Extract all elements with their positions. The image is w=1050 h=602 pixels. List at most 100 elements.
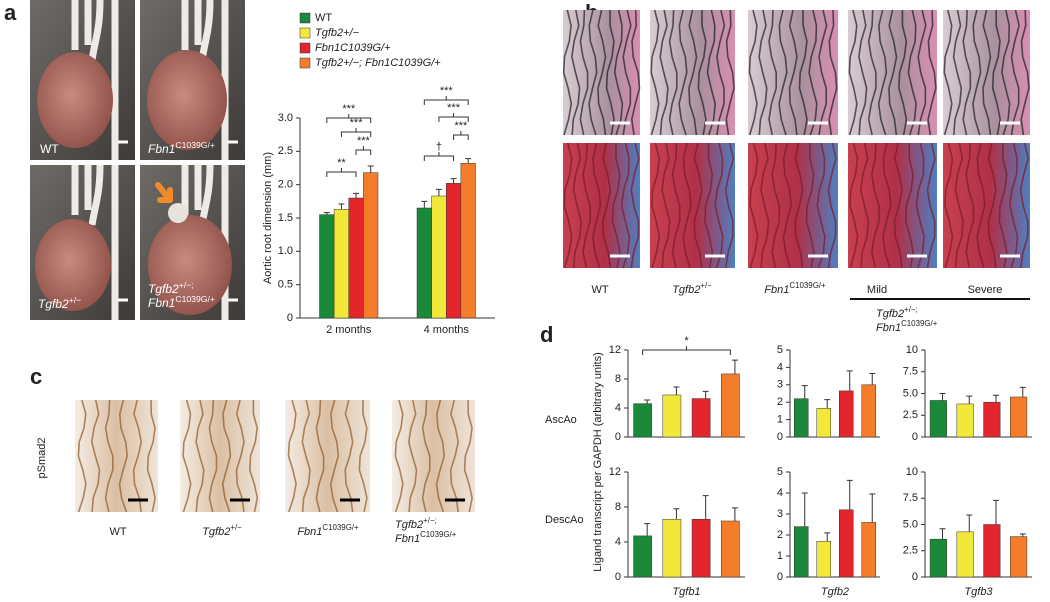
legend-swatch xyxy=(299,12,311,24)
fiber xyxy=(725,9,735,136)
vessel xyxy=(71,0,119,160)
micrograph xyxy=(848,143,937,268)
fiber xyxy=(688,9,698,136)
y-tick-label: 5 xyxy=(777,344,783,356)
error-bar xyxy=(731,359,738,374)
fiber xyxy=(771,142,781,269)
bar xyxy=(794,526,809,578)
fiber xyxy=(724,142,735,269)
micrograph xyxy=(180,400,260,512)
y-tick-label: 1 xyxy=(777,550,783,562)
fiber xyxy=(972,9,982,136)
error-bar xyxy=(421,200,428,208)
fiber xyxy=(816,142,826,269)
genotype-label: WT xyxy=(40,142,59,156)
fiber xyxy=(706,9,717,136)
y-tick-label: 1.5 xyxy=(278,212,293,224)
fiber xyxy=(571,9,581,136)
legend-label: WT xyxy=(315,12,332,24)
fiber xyxy=(588,9,598,136)
error-bar xyxy=(673,508,680,520)
bar xyxy=(861,384,876,438)
bar xyxy=(460,163,476,319)
fiber xyxy=(579,9,589,136)
error-bar xyxy=(824,399,831,409)
genotype-label: Tgfb2+/−; xyxy=(876,305,918,320)
fiber xyxy=(435,399,446,513)
fiber xyxy=(146,399,156,513)
fiber xyxy=(982,9,992,136)
fiber xyxy=(77,399,87,513)
fiber xyxy=(611,142,621,269)
genotype-label: Tgfb2+/−; xyxy=(148,280,194,296)
bar xyxy=(956,531,974,578)
fiber xyxy=(870,142,880,269)
error-bar xyxy=(367,165,374,173)
fiber xyxy=(358,399,368,513)
fiber xyxy=(1020,9,1030,136)
fiber xyxy=(849,142,859,269)
row-label: DescAo xyxy=(545,514,584,526)
x-axis-label: Tgfb2 xyxy=(821,586,849,598)
textures xyxy=(75,9,1030,513)
fiber xyxy=(697,9,707,136)
genotype-superscript: +/− xyxy=(700,281,712,290)
fiber xyxy=(704,142,714,269)
significance-label: * xyxy=(684,335,689,347)
fiber xyxy=(104,399,114,513)
y-tick-label: 2.0 xyxy=(278,179,293,191)
error-bar xyxy=(869,493,876,523)
bar xyxy=(333,209,349,319)
fiber xyxy=(563,142,573,269)
genotype-name: Fbn1 xyxy=(148,296,175,310)
vessel xyxy=(181,0,229,160)
bar xyxy=(348,197,364,319)
fiber xyxy=(582,142,592,269)
error-bar xyxy=(338,203,345,210)
genotype-label: Fbn1C1039G/+ xyxy=(297,523,359,538)
error-bar xyxy=(644,399,651,404)
fiber xyxy=(661,142,671,269)
bar xyxy=(839,509,854,578)
genotype-label: Fbn1C1039G/+ xyxy=(148,294,215,310)
fiber xyxy=(605,9,615,136)
y-tick-label: 5.0 xyxy=(903,518,918,530)
bar xyxy=(721,373,740,438)
micrograph xyxy=(392,400,475,512)
genotype-superscript: +/−; xyxy=(904,305,918,314)
fiber xyxy=(782,142,792,269)
bar xyxy=(794,398,809,438)
y-tick-label: 0 xyxy=(777,431,783,443)
fiber xyxy=(794,142,804,269)
group-label: Mild xyxy=(867,284,887,296)
genotype-superscript: C1039G/+ xyxy=(175,294,215,304)
bar xyxy=(956,403,974,438)
genotype-label: Fbn1C1039G/+ xyxy=(876,319,938,334)
y-tick-label: 4 xyxy=(777,361,783,373)
fiber xyxy=(788,9,798,136)
fiber xyxy=(1010,9,1020,136)
significance-bracket xyxy=(355,146,372,155)
fiber xyxy=(798,9,808,136)
y-tick-label: 2.5 xyxy=(903,409,918,421)
y-tick-label: 8 xyxy=(615,501,621,513)
y-tick-label: 7.5 xyxy=(903,492,918,504)
fiber xyxy=(904,142,915,269)
significance-bracket xyxy=(438,113,469,122)
significance-bracket xyxy=(326,114,372,123)
error-bar xyxy=(966,514,973,532)
y-tick-label: 7.5 xyxy=(903,366,918,378)
genotype-superscript: C1039G/+ xyxy=(420,530,457,539)
fiber xyxy=(907,9,917,136)
genotype-superscript: +/−; xyxy=(179,280,194,290)
genotype-superscript: C1039G/+ xyxy=(901,319,938,328)
genotype-name: Fbn1 xyxy=(395,533,420,545)
genotype-name: Tgfb2 xyxy=(38,297,69,311)
genotype-label: Tgfb2+/− xyxy=(202,523,242,538)
fiber xyxy=(622,9,632,136)
fiber xyxy=(235,399,245,513)
fiber xyxy=(858,9,868,136)
genotype-name: WT xyxy=(109,526,126,538)
bar xyxy=(983,401,1001,438)
